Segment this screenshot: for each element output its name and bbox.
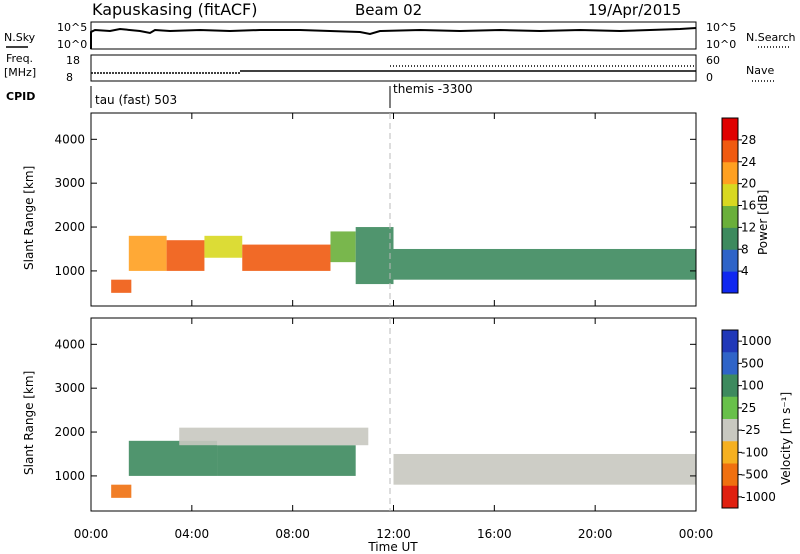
nave-tick-high: 60 [706, 54, 720, 67]
xtick-label: 08:00 [275, 527, 310, 541]
freq-label: Freq. [6, 52, 33, 65]
velocity-colorbar-label: Velocity [m s⁻¹] [779, 392, 793, 485]
power-colorbar: 28 24 20 16 12 8 4 Power [dB] [721, 117, 770, 294]
velocity-colorbar-tick: -500 [741, 468, 768, 482]
power-colorbar-tick: 28 [741, 133, 756, 147]
nsearch-label: N.Search [746, 31, 796, 44]
nsky-tick-high: 10^5 [57, 21, 87, 34]
velocity-colorbar-swatch [722, 463, 738, 487]
nave-tick-low: 0 [706, 71, 713, 84]
power-colorbar-swatch [722, 249, 738, 272]
freq-unit-label: [MHz] [4, 66, 36, 79]
power-colorbar-label: Power [dB] [756, 190, 770, 255]
power-colorbar-tick: 16 [741, 199, 756, 213]
beam-title: Beam 02 [355, 1, 422, 19]
cpid-segment-1: tau (fast) 503 [95, 93, 177, 107]
power-ytick-label: 4000 [54, 132, 85, 146]
power-region-5 [242, 244, 331, 271]
velocity-colorbar-tick: -100 [741, 445, 768, 459]
xtick-label: 12:00 [376, 527, 411, 541]
nsearch-tick-low: 10^0 [706, 38, 736, 51]
power-region-3 [166, 240, 205, 271]
power-ylabel: Slant Range [km] [22, 166, 36, 270]
velocity-colorbar-swatch [722, 419, 738, 442]
station-title: Kapuskasing (fitACF) [92, 0, 257, 19]
velocity-colorbar-swatch [722, 352, 738, 375]
nave-label: Nave [746, 64, 774, 77]
power-ytick-label: 2000 [54, 220, 85, 234]
velocity-colorbar-tick: 25 [741, 401, 756, 415]
power-ytick-label: 1000 [54, 264, 85, 278]
velocity-region-4 [179, 427, 369, 446]
xtick-label: 00:00 [74, 527, 109, 541]
power-colorbar-swatch [722, 161, 738, 185]
power-colorbar-tick: 4 [741, 264, 749, 278]
time-axis: 00:00 04:00 08:00 12:00 16:00 20:00 00:00 [74, 113, 714, 541]
date-title: 19/Apr/2015 [588, 1, 681, 19]
power-region-4 [204, 235, 243, 258]
power-colorbar-tick: 24 [741, 155, 756, 169]
power-colorbar-swatch [722, 139, 738, 163]
nsky-tick-low: 10^0 [57, 38, 87, 51]
velocity-region-5 [393, 453, 696, 485]
power-colorbar-swatch [722, 271, 738, 294]
velocity-ytick-label: 4000 [54, 337, 85, 351]
velocity-ytick-label: 1000 [54, 469, 85, 483]
velocity-region-2 [128, 440, 218, 476]
velocity-colorbar-swatch [722, 396, 738, 420]
power-region-7 [355, 227, 394, 285]
power-colorbar-tick: 8 [741, 242, 749, 256]
power-colorbar-swatch [722, 118, 738, 141]
velocity-ytick-label: 3000 [54, 381, 85, 395]
power-colorbar-tick: 12 [741, 220, 756, 234]
power-heatmap: 1000 2000 3000 4000 Slant Range [km] [22, 112, 697, 307]
velocity-heatmap: 1000 2000 3000 4000 Slant Range [km] [22, 317, 697, 512]
power-region-8 [393, 248, 696, 280]
power-ytick-label: 3000 [54, 176, 85, 190]
velocity-colorbar-swatch [722, 441, 738, 464]
nsearch-tick-high: 10^5 [706, 21, 736, 34]
velocity-colorbar-swatch [722, 330, 738, 353]
velocity-colorbar-swatch [722, 485, 738, 509]
velocity-colorbar-tick: 500 [741, 356, 764, 370]
freq-panel: Freq. [MHz] 18 8 60 0 Nave [4, 52, 774, 84]
xtick-label: 20:00 [578, 527, 613, 541]
velocity-ylabel: Slant Range [km] [22, 371, 36, 475]
xtick-label: 16:00 [477, 527, 512, 541]
velocity-colorbar-tick: 1000 [741, 334, 772, 348]
xtick-label: 00:00 [679, 527, 714, 541]
freq-tick-high: 18 [66, 54, 80, 67]
velocity-region-1 [111, 484, 132, 498]
velocity-colorbar: 1000 500 100 25 -25 -100 -500 -1000 Velocity [m… [721, 329, 793, 509]
velocity-ytick-label: 2000 [54, 425, 85, 439]
velocity-colorbar-tick: 100 [741, 379, 764, 393]
power-colorbar-swatch [722, 183, 738, 206]
cpid-label: CPID [6, 90, 35, 103]
power-colorbar-swatch [722, 205, 738, 228]
power-colorbar-swatch [722, 227, 738, 250]
power-colorbar-tick: 20 [741, 177, 756, 191]
cpid-segment-2: themis -3300 [393, 82, 473, 96]
xaxis-label: Time UT [367, 540, 418, 554]
velocity-colorbar-swatch [722, 374, 738, 398]
nsky-panel: N.Sky 10^5 10^0 10^5 10^0 N.Search [4, 21, 796, 51]
nsky-label: N.Sky [4, 31, 36, 44]
power-region-2 [128, 235, 167, 271]
velocity-colorbar-tick: -1000 [741, 490, 776, 504]
power-region-6 [330, 231, 356, 263]
velocity-colorbar-tick: -25 [741, 423, 761, 437]
xtick-label: 04:00 [175, 527, 210, 541]
power-region-1 [111, 279, 132, 293]
cpid-panel: CPID tau (fast) 503 themis -3300 [6, 82, 473, 108]
freq-tick-low: 8 [66, 71, 73, 84]
velocity-region-3 [217, 445, 356, 476]
